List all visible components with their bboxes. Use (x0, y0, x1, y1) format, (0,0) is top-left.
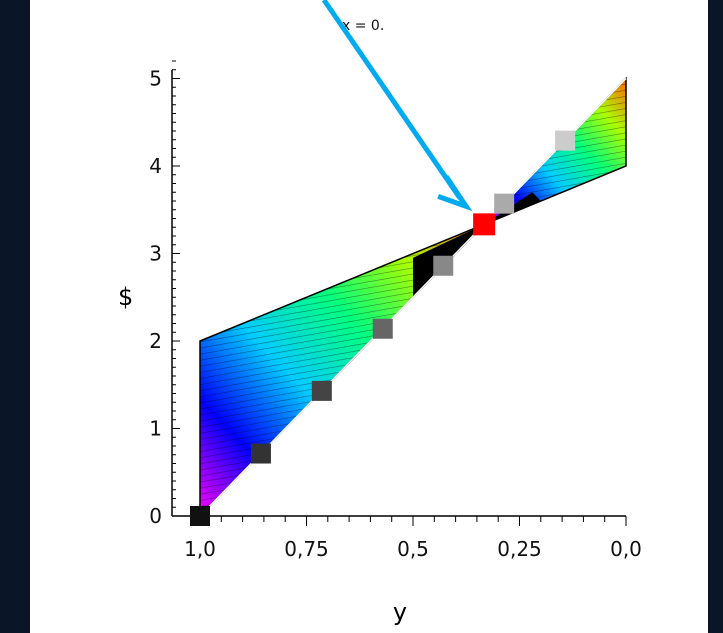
y-tick-label: 3 (149, 242, 162, 266)
crossing-marker (473, 213, 496, 236)
data-marker (494, 193, 515, 214)
x-tick-label: 1,0 (184, 537, 216, 561)
chart-panel: 0 1 2 3 4 5 1,0 0,75 0,5 0,25 0,0 x = 0. $ y (30, 0, 708, 633)
chart-canvas: 0 1 2 3 4 5 1,0 0,75 0,5 0,25 0,0 x = 0. $ y (118, 18, 642, 626)
x-tick-label: 0,25 (497, 537, 542, 561)
diagonal-line (199, 77, 627, 517)
x-tick-label: 0,75 (284, 537, 329, 561)
x-tick-label: 0,5 (397, 537, 429, 561)
y-tick-label: 0 (149, 504, 162, 528)
y-axis-title: $ (118, 283, 133, 311)
x-axis-title: y (393, 598, 407, 626)
data-marker (433, 255, 454, 276)
data-marker (250, 443, 271, 464)
annotation-text: x = 0. (342, 18, 384, 34)
x-tick-label: 0,0 (610, 537, 642, 561)
y-tick-label: 5 (149, 67, 162, 91)
data-marker (372, 318, 393, 339)
data-marker (311, 380, 332, 401)
data-marker (555, 130, 576, 151)
y-tick-label: 4 (149, 154, 162, 178)
y-tick-label: 2 (149, 329, 162, 353)
data-marker (190, 506, 210, 526)
y-tick-label: 1 (149, 417, 162, 441)
